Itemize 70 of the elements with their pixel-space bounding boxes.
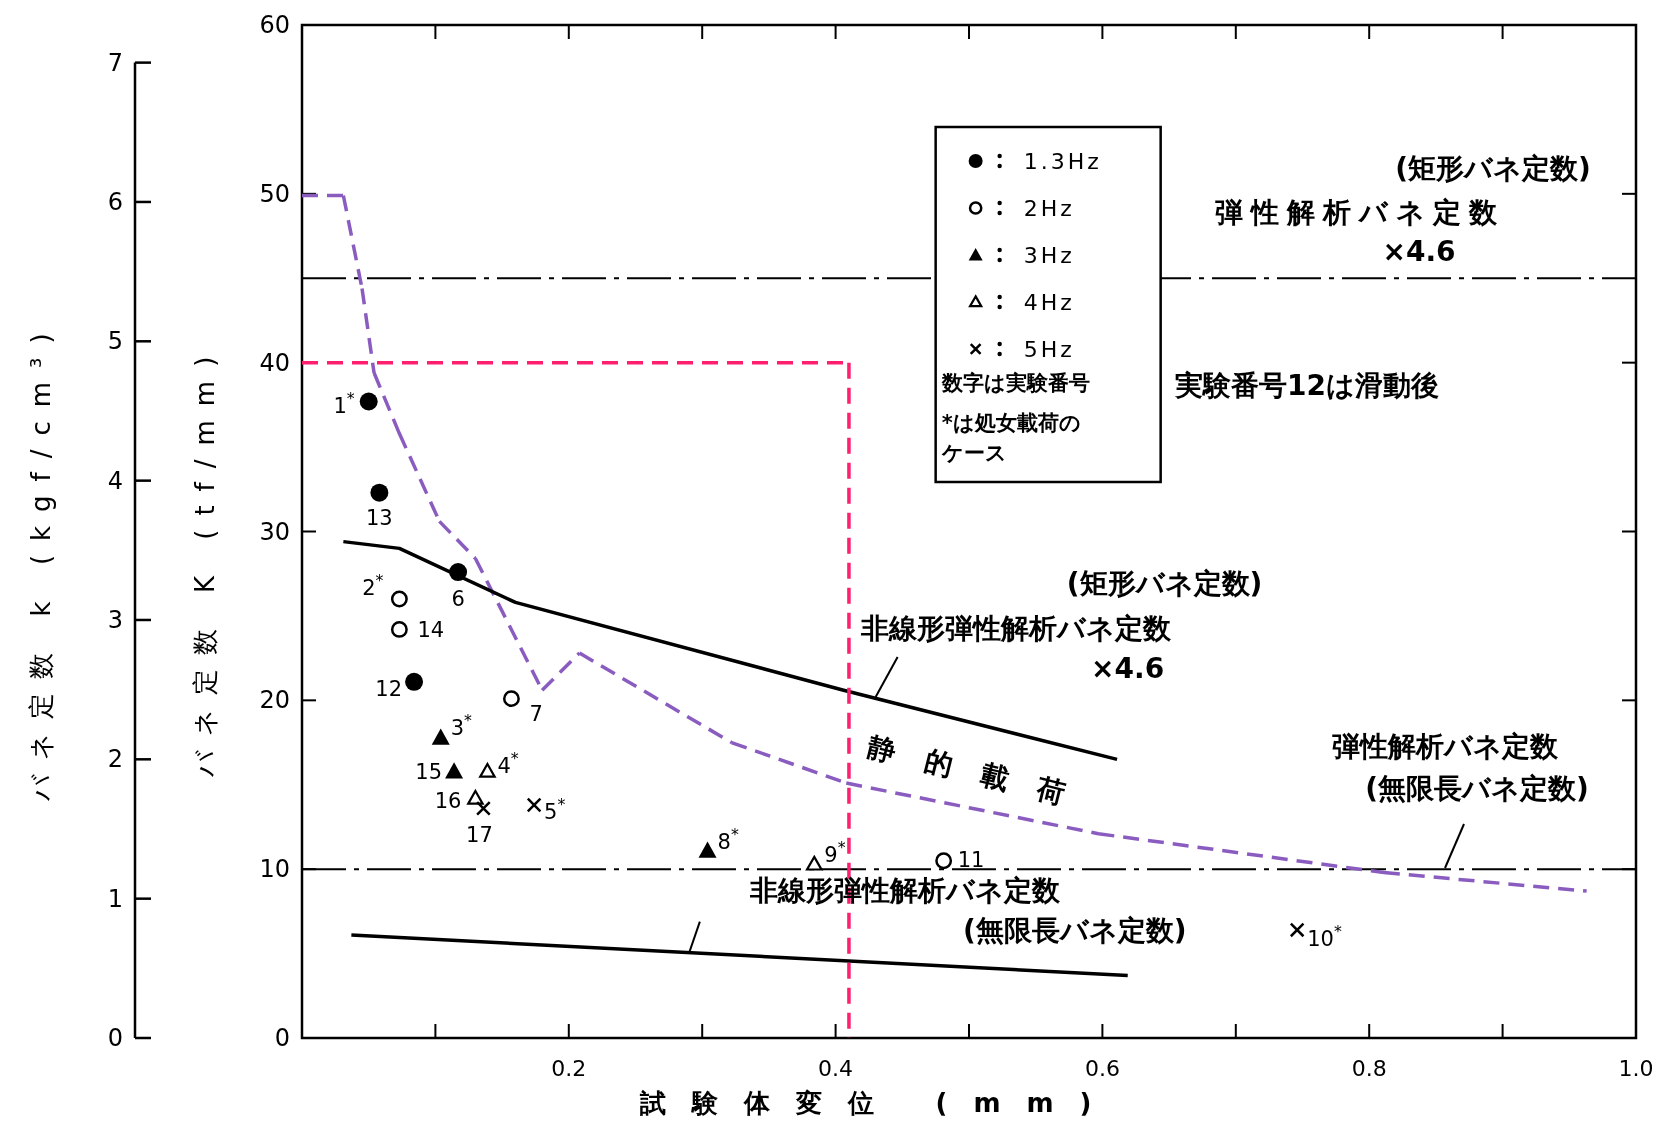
legend-label: 2Hz: [1023, 196, 1075, 221]
annotation: 15: [415, 760, 443, 785]
annotation: 10$^{*}$: [1307, 921, 1342, 951]
y2-tick-label: 0: [107, 1024, 123, 1052]
annotation: 非線形弾性解析バネ定数 (無限長バネ定数): [687, 873, 1187, 955]
annotation: 6: [451, 587, 465, 611]
annotation: 2$^{*}$: [362, 570, 384, 601]
y-tick-label: 10: [259, 855, 290, 884]
annotation: (矩形バネ定数) 非線形弾性解析バネ定数 ×4.6: [860, 566, 1263, 698]
point: [526, 797, 542, 813]
annotation: 実験番号12は滑動後: [1175, 369, 1439, 402]
point: [1289, 922, 1305, 938]
annotation: 11: [957, 847, 985, 872]
legend-label: 5Hz: [1023, 337, 1075, 362]
point: [805, 855, 823, 871]
annotation: 7: [529, 701, 543, 726]
point: [467, 789, 484, 805]
annotation: 12: [375, 676, 403, 701]
y-tick-label: 30: [259, 517, 290, 546]
x-axis-title: 試験体変位 (mm): [639, 1088, 1118, 1118]
point: [370, 483, 389, 502]
annotation: 17: [466, 823, 493, 848]
x-tick-label: 0.4: [818, 1056, 854, 1081]
annotation: 非線形弾性解析バネ定数 (無限長バネ定数): [748, 873, 1187, 947]
point: [390, 590, 408, 608]
annotation: 3$^{*}$: [450, 711, 472, 741]
annotation: 14: [417, 618, 445, 643]
y2-tick-label: 4: [107, 466, 123, 495]
legend-label: 3Hz: [1023, 243, 1075, 268]
annotation: 1$^{*}$: [333, 389, 355, 419]
point: [502, 690, 520, 708]
point: [698, 841, 717, 858]
point: [431, 728, 450, 745]
x-tick-label: 1.0: [1618, 1056, 1654, 1081]
annotation: *は処女載荷のケース: [941, 411, 1081, 465]
point: [445, 762, 464, 779]
annotation: 16: [434, 789, 462, 814]
annotation: 数字は実験番号: [941, 371, 1090, 395]
point: [479, 762, 496, 778]
legend-label: 4Hz: [1023, 290, 1075, 315]
annotation: 5$^{*}$: [544, 794, 566, 824]
point: [935, 852, 953, 870]
y-tick-label: 20: [259, 686, 290, 715]
y2-tick-label: 6: [107, 187, 123, 216]
y2-tick-label: 7: [107, 48, 123, 77]
x-tick-label: 0.6: [1084, 1056, 1120, 1081]
y2-tick-label: 2: [107, 745, 123, 774]
ref-line-label: 弾性解析バネ定数 (無限長バネ定数): [1332, 730, 1589, 805]
y-axis-title: バネ定数 K (tf/mm): [190, 342, 220, 779]
annotation: 静的載荷: [864, 730, 1098, 819]
y2-tick-label: 3: [107, 605, 123, 634]
point: [359, 392, 378, 411]
y-tick-label: 40: [259, 348, 290, 377]
y-tick-label: 0: [274, 1024, 290, 1052]
point: [405, 672, 424, 691]
ref-line-label: (矩形バネ定数) 弾性解析バネ定数 ×4.6: [1215, 152, 1591, 268]
x-tick-label: 0.8: [1351, 1056, 1387, 1081]
y2-tick-label: 5: [107, 327, 123, 356]
annotation: 4$^{*}$: [497, 748, 519, 779]
y2-axis-title: バネ定数 k (kgf/cm³): [26, 319, 56, 802]
point: [390, 620, 408, 638]
annotation: 13: [366, 505, 393, 530]
x-tick-label: 0.2: [551, 1056, 587, 1081]
y2-tick-label: 1: [107, 884, 123, 913]
point: [475, 800, 491, 816]
y-tick-label: 50: [259, 179, 290, 208]
annotation: 8$^{*}$: [717, 824, 739, 854]
annotation: 9$^{*}$: [824, 837, 846, 868]
legend-label: 1.3Hz: [1023, 149, 1102, 174]
y-tick-label: 60: [259, 11, 290, 39]
